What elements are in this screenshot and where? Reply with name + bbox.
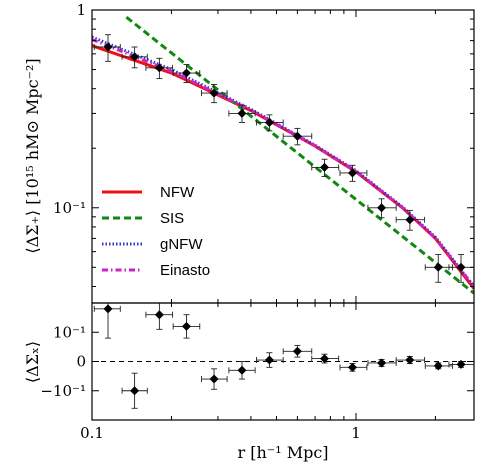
bottom-y-tick-label: −10⁻¹ bbox=[40, 382, 86, 400]
gnfw-legend-label: gNFW bbox=[160, 236, 203, 253]
shear-point-marker bbox=[320, 162, 330, 172]
top-y-tick-label: 1 bbox=[76, 1, 86, 19]
top-y-tick-label: 10⁻¹ bbox=[53, 199, 86, 217]
cross-shear-point-marker bbox=[237, 365, 247, 375]
nfw-curve bbox=[92, 44, 474, 290]
cross-shear-data-points bbox=[93, 303, 474, 409]
gnfw-curve bbox=[92, 35, 474, 288]
shear-point-marker bbox=[237, 108, 247, 118]
shear-point-marker bbox=[103, 42, 113, 52]
sis-legend-label: SIS bbox=[160, 210, 184, 227]
shear-point-marker bbox=[405, 215, 415, 225]
sis-curve bbox=[125, 15, 474, 295]
shear-point-marker bbox=[130, 52, 140, 62]
bottom-y-axis-label: ⟨ΔΣₓ⟩ bbox=[23, 341, 42, 383]
bottom-axis-ticks: 0.1 1 10⁻¹ 0 −10⁻¹ bbox=[40, 303, 474, 442]
einasto-curve bbox=[92, 38, 474, 288]
shear-point-marker bbox=[456, 262, 466, 272]
cross-shear-point-marker bbox=[181, 321, 191, 331]
shear-point-marker bbox=[154, 63, 164, 73]
einasto-legend-label: Einasto bbox=[160, 262, 210, 279]
bottom-panel: 0.1 1 10⁻¹ 0 −10⁻¹ bbox=[40, 302, 475, 442]
shear-data-points bbox=[93, 34, 474, 283]
shear-point-marker bbox=[347, 168, 357, 178]
legend: NFW SIS gNFW Einasto bbox=[102, 184, 210, 279]
top-axis-ticks: 1 10⁻¹ bbox=[53, 1, 474, 303]
shear-point-marker bbox=[433, 262, 443, 272]
shear-point-marker bbox=[181, 68, 191, 78]
shear-point-marker bbox=[209, 88, 219, 98]
cross-shear-point-marker bbox=[292, 346, 302, 356]
bottom-y-tick-label: 10⁻¹ bbox=[53, 323, 86, 341]
cross-shear-point-marker bbox=[209, 374, 219, 384]
cross-shear-point-marker bbox=[377, 358, 387, 368]
cross-shear-point-marker bbox=[405, 355, 415, 365]
top-panel-frame bbox=[91, 9, 475, 304]
cross-shear-point-marker bbox=[130, 386, 140, 396]
shear-point-marker bbox=[377, 203, 387, 213]
nfw-legend-label: NFW bbox=[160, 184, 195, 201]
bottom-panel-frame bbox=[91, 302, 475, 421]
shear-point-marker bbox=[264, 117, 274, 127]
cross-shear-point-marker bbox=[154, 310, 164, 320]
cross-shear-point-marker bbox=[103, 304, 113, 314]
cross-shear-point-marker bbox=[347, 362, 357, 372]
x-tick-label: 0.1 bbox=[80, 424, 104, 442]
x-axis-label: r [h⁻¹ Mpc] bbox=[237, 443, 328, 462]
cross-shear-point-marker bbox=[264, 355, 274, 365]
top-y-axis-label: ⟨ΔΣ₊⟩ [10¹⁵ hM⊙ Mpc⁻²] bbox=[23, 58, 42, 253]
bottom-y-tick-label: 0 bbox=[76, 353, 86, 371]
cross-shear-point-marker bbox=[320, 354, 330, 364]
top-panel: 1 10⁻¹ bbox=[53, 1, 475, 304]
cross-shear-point-marker bbox=[456, 359, 466, 369]
x-tick-label: 1 bbox=[351, 424, 361, 442]
model-curves bbox=[92, 15, 474, 295]
cross-shear-point-marker bbox=[433, 361, 443, 371]
shear-point-marker bbox=[292, 131, 302, 141]
